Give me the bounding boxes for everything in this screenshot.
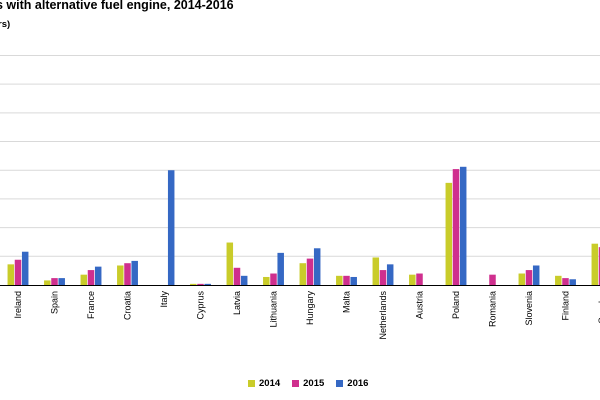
legend-swatch-2014 — [248, 380, 255, 387]
chart-title: s with alternative fuel engine, 2014-201… — [0, 0, 234, 12]
bar-lithuania-2016 — [277, 252, 284, 285]
legend-item-2015: 2015 — [292, 378, 324, 389]
x-tick-label: Spain — [50, 291, 60, 314]
legend-swatch-2016 — [336, 380, 344, 387]
legend-label-2016: 2016 — [347, 378, 369, 389]
bar-latvia-2015 — [233, 267, 241, 285]
x-tick-label: France — [86, 291, 96, 319]
x-tick-label: Sweden — [597, 291, 600, 324]
bar-spain-2014 — [44, 280, 51, 285]
bar-croatia-2016 — [131, 260, 138, 285]
bar-france-2016 — [94, 266, 102, 285]
x-tick-label: Finland — [561, 291, 571, 321]
bar-sweden-2014 — [591, 243, 599, 285]
bar-sweden-2015 — [598, 247, 600, 285]
bar-finland-2014 — [555, 275, 562, 285]
bar-poland-2014 — [445, 182, 453, 285]
x-tick-label: Lithuania — [269, 291, 279, 328]
x-tick-label: Hungary — [305, 291, 315, 326]
bar-malta-2014 — [336, 275, 343, 285]
bar-spain-2016 — [58, 278, 65, 285]
x-tick-labels: Ireland Spain France Croatia Italy Cyprus Latv… — [13, 291, 600, 340]
x-tick-label: Malta — [342, 291, 352, 313]
bar-slovenia-2015 — [525, 270, 533, 285]
bar-poland-2016 — [459, 166, 467, 285]
bar-lithuania-2014 — [263, 276, 270, 285]
bar-netherlands-2014 — [372, 257, 380, 285]
bar-austria-2014 — [409, 274, 416, 285]
x-tick-label: Slovenia — [524, 291, 534, 326]
bar-ireland-2015 — [14, 259, 22, 285]
legend: 2014 2015 2016 — [248, 378, 368, 389]
bar-cyprus-2014 — [190, 283, 197, 285]
bar-malta-2016 — [350, 276, 357, 285]
bar-finland-2015 — [562, 278, 569, 285]
unit-label: rs) — [0, 19, 11, 30]
x-tick-label: Austria — [415, 291, 425, 319]
x-tick-label: Poland — [451, 291, 461, 319]
bar-hungary-2015 — [306, 258, 314, 285]
bar-latvia-2016 — [240, 275, 248, 285]
legend-label-2014: 2014 — [259, 378, 281, 389]
bar-austria-2015 — [416, 273, 423, 285]
bar-italy-2016 — [167, 170, 175, 285]
bar-hungary-2016 — [313, 248, 321, 285]
bar-poland-2015 — [452, 169, 460, 285]
legend-label-2015: 2015 — [303, 378, 325, 389]
bar-croatia-2015 — [124, 263, 131, 285]
bar-france-2014 — [80, 274, 88, 285]
x-tick-label: Ireland — [13, 291, 23, 319]
bar-malta-2015 — [343, 275, 350, 285]
x-tick-label: Cyprus — [196, 291, 206, 320]
bar-slovenia-2016 — [532, 265, 540, 285]
bar-spain-2015 — [51, 278, 58, 285]
legend-swatch-2015 — [292, 380, 300, 387]
bar-lithuania-2015 — [270, 273, 277, 285]
bar-ireland-2016 — [21, 251, 29, 285]
x-tick-label: Italy — [159, 291, 169, 308]
bar-netherlands-2016 — [386, 264, 394, 285]
legend-item-2016: 2016 — [336, 378, 368, 389]
x-tick-label: Croatia — [123, 291, 133, 320]
legend-item-2014: 2014 — [248, 378, 280, 389]
bar-france-2015 — [87, 270, 95, 285]
bar-slovenia-2014 — [518, 273, 526, 285]
bar-romania-2015 — [489, 274, 496, 285]
x-tick-label: Netherlands — [378, 291, 388, 340]
bar-latvia-2014 — [226, 242, 234, 285]
bar-netherlands-2015 — [379, 270, 387, 285]
bars — [7, 166, 600, 285]
bar-cyprus-2015 — [197, 283, 204, 285]
bar-ireland-2014 — [7, 264, 15, 285]
bar-hungary-2014 — [299, 263, 307, 285]
bar-cyprus-2016 — [204, 283, 211, 285]
bar-finland-2016 — [569, 279, 576, 285]
grid-lines — [0, 54, 600, 257]
x-tick-label: Romania — [488, 291, 498, 327]
bar-croatia-2014 — [117, 265, 124, 285]
x-tick-label: Latvia — [232, 291, 242, 315]
